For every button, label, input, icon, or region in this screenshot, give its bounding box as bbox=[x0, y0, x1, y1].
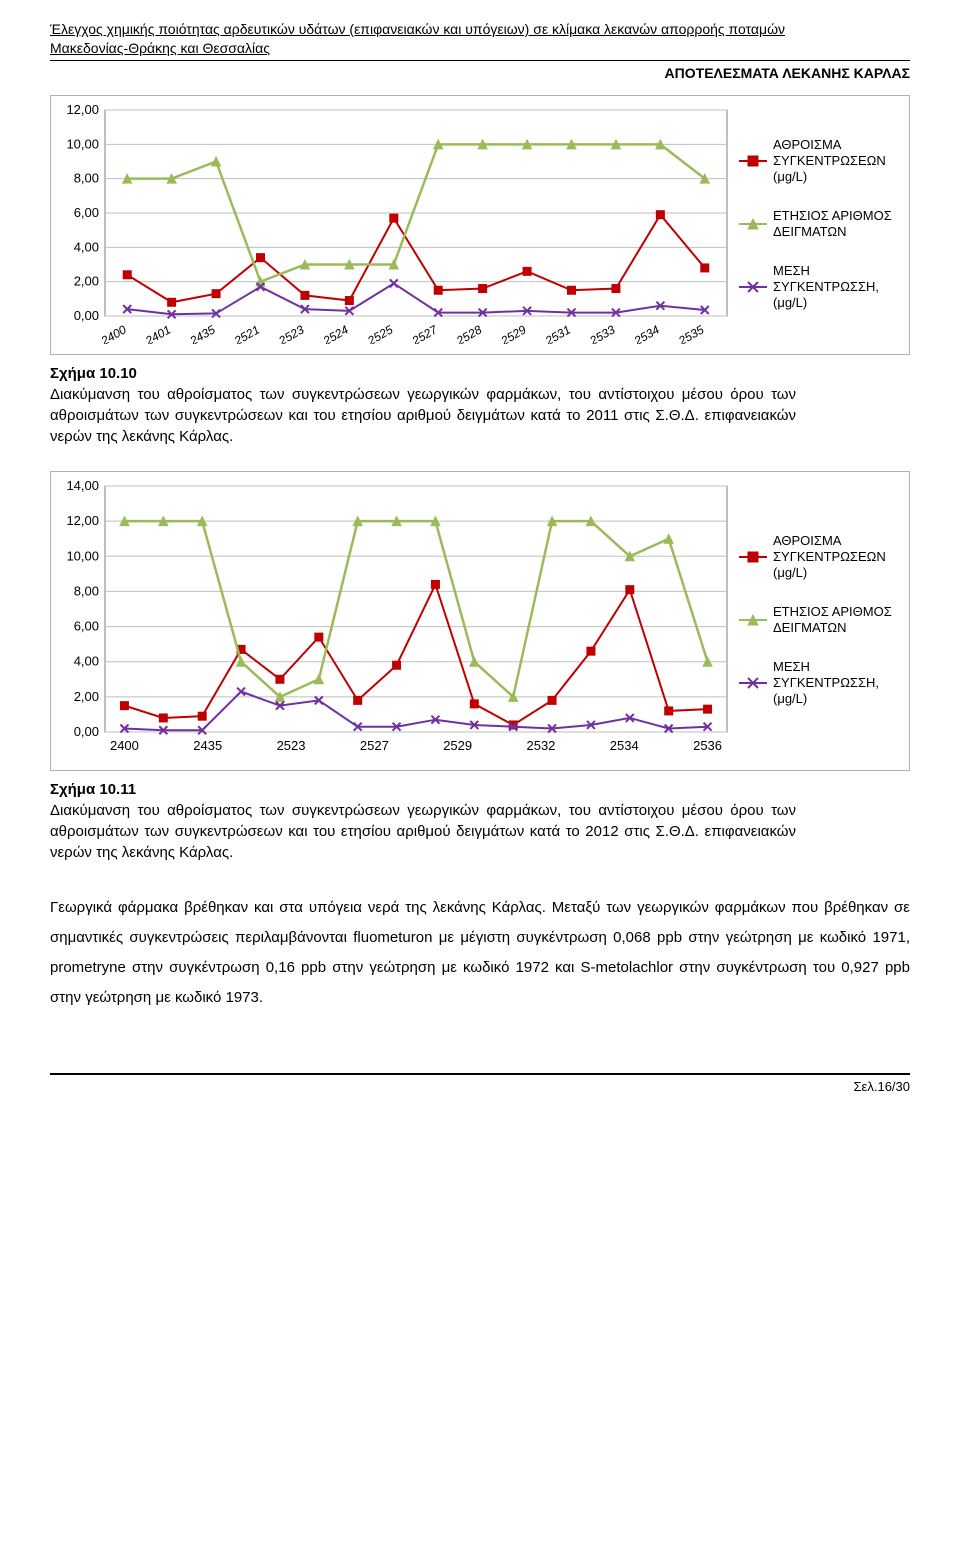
chart-2-frame: 14,00 12,00 10,00 8,00 6,00 4,00 2,00 0,00 2400 2… bbox=[50, 471, 910, 771]
caption-2-label: Σχήμα 10.11 bbox=[50, 779, 160, 800]
svg-text:4,00: 4,00 bbox=[74, 653, 99, 668]
legend-item: ΜΕΣΗ ΣΥΓΚΕΝΤΡΩΣΣΗ, (μg/L) bbox=[739, 263, 903, 310]
legend-item: ΕΤΗΣΙΟΣ ΑΡΙΘΜΟΣ ΔΕΙΓΜΑΤΩΝ bbox=[739, 604, 903, 635]
svg-text:2528: 2528 bbox=[453, 322, 484, 344]
svg-text:2523: 2523 bbox=[277, 738, 306, 753]
svg-text:12,00: 12,00 bbox=[66, 104, 99, 117]
section-header: ΑΠΟΤΕΛΕΣΜΑΤΑ ΛΕΚΑΝΗΣ ΚΑΡΛΑΣ bbox=[50, 65, 910, 81]
svg-text:2401: 2401 bbox=[142, 322, 173, 344]
caption-1-text: Διακύμανση του αθροίσματος των συγκεντρώ… bbox=[50, 384, 796, 447]
legend-item: ΑΘΡΟΙΣΜΑ ΣΥΓΚΕΝΤΡΩΣΕΩΝ (μg/L) bbox=[739, 137, 903, 184]
legend-swatch bbox=[739, 676, 767, 690]
svg-text:2525: 2525 bbox=[364, 322, 395, 344]
legend-swatch bbox=[739, 550, 767, 564]
svg-text:12,00: 12,00 bbox=[66, 513, 99, 528]
legend-item: ΕΤΗΣΙΟΣ ΑΡΙΘΜΟΣ ΔΕΙΓΜΑΤΩΝ bbox=[739, 208, 903, 239]
svg-text:2529: 2529 bbox=[443, 738, 472, 753]
svg-text:2527: 2527 bbox=[409, 322, 441, 344]
chart-2-legend: ΑΘΡΟΙΣΜΑ ΣΥΓΚΕΝΤΡΩΣΕΩΝ (μg/L) ΕΤΗΣΙΟΣ ΑΡ… bbox=[733, 480, 903, 760]
legend-label: ΜΕΣΗ ΣΥΓΚΕΝΤΡΩΣΣΗ, (μg/L) bbox=[773, 659, 903, 706]
caption-2: Σχήμα 10.11 Διακύμανση του αθροίσματος τ… bbox=[50, 779, 910, 863]
svg-text:2533: 2533 bbox=[586, 322, 617, 344]
svg-text:2532: 2532 bbox=[526, 738, 555, 753]
svg-text:2534: 2534 bbox=[631, 322, 662, 344]
chart-1-frame: 12,00 10,00 8,00 6,00 4,00 2,00 0,002400 2401 24… bbox=[50, 95, 910, 355]
legend-swatch bbox=[739, 217, 767, 231]
svg-text:2529: 2529 bbox=[498, 322, 529, 344]
svg-text:2524: 2524 bbox=[320, 322, 351, 344]
caption-1: Σχήμα 10.10 Διακύμανση του αθροίσματος τ… bbox=[50, 363, 910, 447]
svg-text:2435: 2435 bbox=[187, 322, 218, 344]
svg-text:2521: 2521 bbox=[231, 322, 262, 344]
svg-text:14,00: 14,00 bbox=[66, 480, 99, 493]
svg-text:0,00: 0,00 bbox=[74, 308, 99, 323]
svg-text:2,00: 2,00 bbox=[74, 273, 99, 288]
legend-label: ΕΤΗΣΙΟΣ ΑΡΙΘΜΟΣ ΔΕΙΓΜΑΤΩΝ bbox=[773, 208, 903, 239]
chart-1-plot: 12,00 10,00 8,00 6,00 4,00 2,00 0,002400 2401 24… bbox=[57, 104, 733, 344]
legend-label: ΜΕΣΗ ΣΥΓΚΕΝΤΡΩΣΣΗ, (μg/L) bbox=[773, 263, 903, 310]
legend-item: ΜΕΣΗ ΣΥΓΚΕΝΤΡΩΣΣΗ, (μg/L) bbox=[739, 659, 903, 706]
legend-label: ΑΘΡΟΙΣΜΑ ΣΥΓΚΕΝΤΡΩΣΕΩΝ (μg/L) bbox=[773, 533, 903, 580]
legend-swatch bbox=[739, 613, 767, 627]
caption-2-text: Διακύμανση του αθροίσματος των συγκεντρώ… bbox=[50, 800, 796, 863]
header-line1: Έλεγχος χημικής ποιότητας αρδευτικών υδά… bbox=[50, 21, 785, 37]
legend-swatch bbox=[739, 154, 767, 168]
legend-label: ΑΘΡΟΙΣΜΑ ΣΥΓΚΕΝΤΡΩΣΕΩΝ (μg/L) bbox=[773, 137, 903, 184]
svg-text:2534: 2534 bbox=[610, 738, 639, 753]
svg-text:6,00: 6,00 bbox=[74, 618, 99, 633]
page-header-title: Έλεγχος χημικής ποιότητας αρδευτικών υδά… bbox=[50, 20, 910, 61]
legend-swatch bbox=[739, 280, 767, 294]
svg-text:2435: 2435 bbox=[193, 738, 222, 753]
chart-svg: 12,00 10,00 8,00 6,00 4,00 2,00 0,002400 2401 24… bbox=[57, 104, 733, 344]
svg-text:2400: 2400 bbox=[98, 322, 129, 344]
svg-text:2,00: 2,00 bbox=[74, 689, 99, 704]
header-line2: Μακεδονίας-Θράκης και Θεσσαλίας bbox=[50, 40, 270, 56]
svg-text:2535: 2535 bbox=[675, 322, 706, 344]
svg-text:2523: 2523 bbox=[275, 322, 306, 344]
svg-text:0,00: 0,00 bbox=[74, 724, 99, 739]
svg-text:6,00: 6,00 bbox=[74, 205, 99, 220]
caption-1-label: Σχήμα 10.10 bbox=[50, 363, 160, 384]
legend-label: ΕΤΗΣΙΟΣ ΑΡΙΘΜΟΣ ΔΕΙΓΜΑΤΩΝ bbox=[773, 604, 903, 635]
legend-item: ΑΘΡΟΙΣΜΑ ΣΥΓΚΕΝΤΡΩΣΕΩΝ (μg/L) bbox=[739, 533, 903, 580]
body-paragraph: Γεωργικά φάρμακα βρέθηκαν και στα υπόγει… bbox=[50, 893, 910, 1013]
page-number: Σελ.16/30 bbox=[854, 1079, 910, 1094]
svg-text:10,00: 10,00 bbox=[66, 548, 99, 563]
svg-text:8,00: 8,00 bbox=[74, 583, 99, 598]
chart-2-plot: 14,00 12,00 10,00 8,00 6,00 4,00 2,00 0,00 2400 2… bbox=[57, 480, 733, 760]
page-footer: Σελ.16/30 bbox=[50, 1073, 910, 1094]
svg-text:2527: 2527 bbox=[360, 738, 389, 753]
chart-1-legend: ΑΘΡΟΙΣΜΑ ΣΥΓΚΕΝΤΡΩΣΕΩΝ (μg/L) ΕΤΗΣΙΟΣ ΑΡ… bbox=[733, 104, 903, 344]
svg-text:4,00: 4,00 bbox=[74, 239, 99, 254]
svg-text:2531: 2531 bbox=[542, 322, 573, 344]
svg-text:2536: 2536 bbox=[693, 738, 722, 753]
chart-svg: 14,00 12,00 10,00 8,00 6,00 4,00 2,00 0,00 2400 2… bbox=[57, 480, 733, 760]
svg-text:8,00: 8,00 bbox=[74, 170, 99, 185]
svg-text:2400: 2400 bbox=[110, 738, 139, 753]
svg-text:10,00: 10,00 bbox=[66, 136, 99, 151]
